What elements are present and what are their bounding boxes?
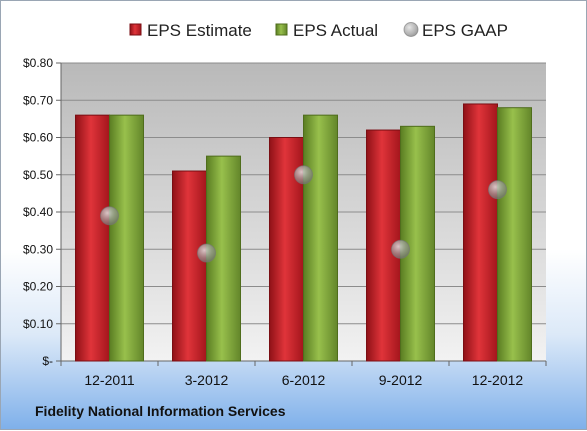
x-tick-label: 12-2011 [84,372,135,388]
marker-eps-gaap [488,180,507,200]
legend-label-eps-estimate: EPS Estimate [147,21,252,40]
bars [75,103,532,362]
bar-eps-actual [497,107,532,362]
company-name: Fidelity National Information Services [35,403,286,419]
y-tick-label: $0.80 [23,56,53,70]
legend-label-eps-actual: EPS Actual [293,21,378,40]
bar-eps-actual [303,114,338,362]
marker-eps-gaap [100,206,119,226]
marker-eps-gaap [391,239,410,259]
legend-swatch-eps-estimate [129,23,142,36]
y-tick-label: $0.20 [23,280,53,294]
legend-swatch-eps-actual [275,23,288,36]
bar-eps-estimate [172,170,207,362]
x-tick-label: 6-2012 [282,372,326,388]
y-tick-label: $0.70 [23,93,53,107]
bar-eps-actual [400,125,435,362]
legend-swatch-eps-gaap [403,22,419,37]
y-tick-label: $0.50 [23,168,53,182]
legend: EPS Estimate EPS Actual EPS GAAP [129,21,508,40]
legend-label-eps-gaap: EPS GAAP [422,21,508,40]
bar-eps-estimate [463,103,498,362]
x-tick-label: 12-2012 [472,372,524,388]
y-tick-label: $0.30 [23,242,53,256]
y-tick-label: $- [42,354,53,368]
gaap-markers [100,165,507,263]
y-tick-label: $0.60 [23,131,53,145]
y-tick-label: $0.40 [23,205,53,219]
marker-eps-gaap [294,165,313,185]
bar-eps-actual [109,114,144,362]
marker-eps-gaap [197,243,216,263]
x-tick-label: 9-2012 [379,372,423,388]
x-tick-label: 3-2012 [185,372,229,388]
axis-labels: $- $0.10 $0.20 $0.30 $0.40 $0.50 $0.60 $0.70 $0.… [23,56,523,388]
y-tick-label: $0.10 [23,317,53,331]
bar-eps-estimate [75,114,110,362]
